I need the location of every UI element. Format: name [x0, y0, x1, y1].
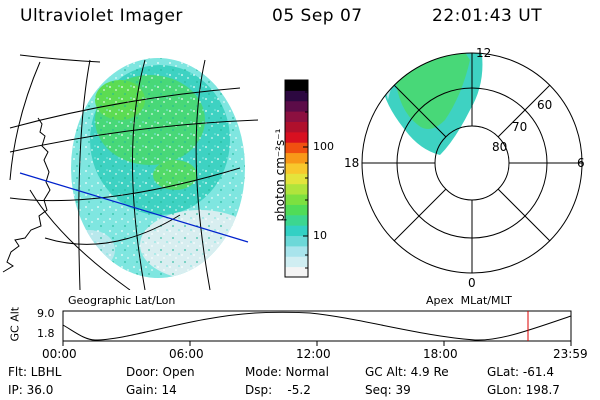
- colorbar-unit-label: photon cm⁻²s⁻¹: [273, 128, 287, 222]
- colorbar-segment: [285, 80, 308, 91]
- colorbar-segment: [285, 111, 308, 122]
- colorbar-segment: [285, 214, 308, 226]
- polar-grid: [361, 52, 583, 274]
- colorbar-segment: [285, 152, 308, 164]
- colorbar-segment: [285, 183, 308, 195]
- mlt-label-18: 18: [344, 156, 360, 170]
- altitude-strip: [62, 310, 572, 346]
- geo-grid: [9, 54, 259, 290]
- time-tick-1200: 12:00: [296, 347, 331, 361]
- colorbar-segment: [285, 121, 308, 133]
- colorbar: [285, 80, 308, 278]
- time-tick-2359: 23:59: [553, 347, 588, 361]
- colorbar-segment: [285, 162, 308, 174]
- colorbar-segment: [285, 194, 308, 205]
- alt-tick-high: 9.0: [37, 307, 55, 320]
- colorbar-segment: [285, 225, 308, 237]
- instrument-title: Ultraviolet Imager: [20, 6, 183, 26]
- colorbar-segment: [285, 131, 308, 143]
- polar-image: [380, 53, 483, 155]
- geo-image: [2, 54, 259, 290]
- time-tick-0000: 00:00: [42, 347, 77, 361]
- info-ip: IP: 36.0: [8, 383, 54, 397]
- info-gain: Gain: 14: [126, 383, 177, 397]
- mlt-label-12: 12: [476, 46, 492, 60]
- colorbar-tick-100: 100: [313, 140, 334, 153]
- time-label: 22:01:43 UT: [432, 6, 543, 26]
- info-mode: Mode: Normal: [245, 365, 329, 379]
- alt-tick-low: 1.8: [37, 327, 55, 340]
- mlt-label-6: 6: [577, 156, 585, 170]
- mlt-label-0: 0: [468, 276, 476, 290]
- mlat-label-80: 80: [492, 140, 508, 154]
- info-glat: GLat: -61.4: [487, 365, 554, 379]
- info-seq: Seq: 39: [365, 383, 411, 397]
- mlat-label-70: 70: [512, 120, 528, 134]
- colorbar-segment: [285, 266, 308, 278]
- info-flt: Flt: LBHL: [8, 365, 62, 379]
- colorbar-segment: [285, 142, 308, 154]
- geo-panel-label: Geographic Lat/Lon: [68, 294, 176, 307]
- date-label: 05 Sep 07: [272, 6, 363, 26]
- altitude-curve: [62, 311, 572, 341]
- colorbar-segment: [285, 204, 308, 216]
- polar-panel-label: Apex MLat/MLT: [426, 294, 512, 307]
- terminator-line: [19, 172, 249, 243]
- time-tick-0600: 06:00: [169, 347, 204, 361]
- time-tick-1800: 18:00: [423, 347, 458, 361]
- colorbar-segment: [285, 173, 308, 185]
- info-glon: GLon: 198.7: [487, 383, 560, 397]
- info-gc-alt: GC Alt: 4.9 Re: [365, 365, 449, 379]
- colorbar-segment: [285, 90, 308, 102]
- info-dsp: Dsp: -5.2: [245, 383, 311, 397]
- colorbar-segment: [285, 235, 308, 247]
- coastline: [2, 117, 51, 273]
- colorbar-tick-10: 10: [313, 229, 327, 242]
- colorbar-segment: [285, 256, 308, 268]
- colorbar-segment: [285, 245, 308, 257]
- colorbar-segment: [285, 100, 308, 112]
- gc-alt-axis-label: GC Alt: [8, 306, 22, 342]
- mlat-label-60: 60: [537, 98, 553, 112]
- info-door: Door: Open: [126, 365, 195, 379]
